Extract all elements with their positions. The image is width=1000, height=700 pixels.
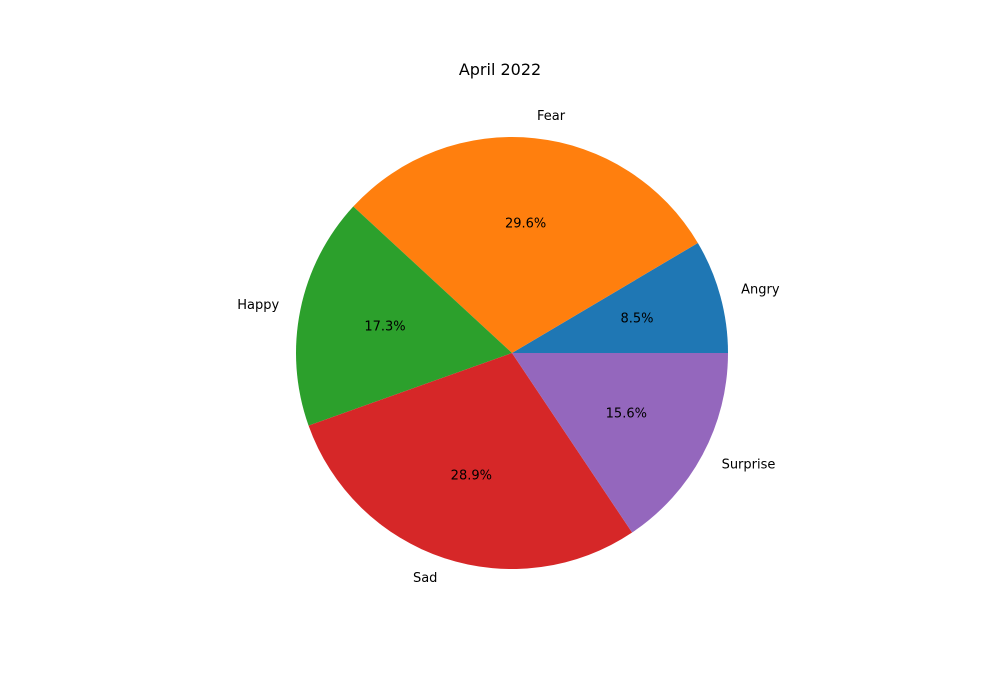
pie-percent-label-surprise: 15.6% xyxy=(606,407,647,422)
pie-category-label-fear: Fear xyxy=(537,109,566,124)
pie-category-label-angry: Angry xyxy=(741,283,780,298)
pie-category-label-happy: Happy xyxy=(237,298,279,313)
pie-percent-label-sad: 28.9% xyxy=(451,469,492,484)
pie-slice-angry xyxy=(512,242,728,353)
pie-slice-happy xyxy=(295,206,512,426)
pie-category-label-sad: Sad xyxy=(413,571,437,586)
chart-title: April 2022 xyxy=(458,60,542,79)
pie-percent-label-angry: 8.5% xyxy=(620,311,653,326)
pie-category-label-surprise: Surprise xyxy=(722,457,776,472)
pie-percent-label-fear: 29.6% xyxy=(505,217,546,232)
pie-slice-sad xyxy=(308,353,633,569)
pie-slice-fear xyxy=(353,137,698,353)
pie-percent-label-happy: 17.3% xyxy=(364,320,405,335)
pie-slice-surprise xyxy=(512,353,728,533)
